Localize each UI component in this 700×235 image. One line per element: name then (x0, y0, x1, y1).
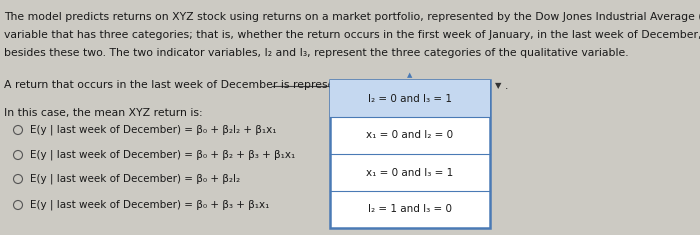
Text: besides these two. The two indicator variables, I₂ and I₃, represent the three c: besides these two. The two indicator var… (4, 48, 629, 58)
Bar (330, 80, 490, 117)
Bar (330, 80, 490, 228)
Text: x₁ = 0 and I₂ = 0: x₁ = 0 and I₂ = 0 (366, 130, 454, 141)
Text: ▲: ▲ (407, 72, 413, 78)
Text: In this case, the mean XYZ return is:: In this case, the mean XYZ return is: (4, 108, 202, 118)
Text: ▼: ▼ (495, 81, 501, 90)
Text: I₂ = 0 and I₃ = 1: I₂ = 0 and I₃ = 1 (368, 94, 452, 103)
Text: E(y | last week of December) = β₀ + β₂I₂ + β₁x₁: E(y | last week of December) = β₀ + β₂I₂… (30, 125, 277, 135)
Text: .: . (505, 81, 508, 91)
Text: The model predicts returns on XYZ stock using returns on a market portfolio, rep: The model predicts returns on XYZ stock … (4, 12, 700, 22)
Text: E(y | last week of December) = β₀ + β₂I₂: E(y | last week of December) = β₀ + β₂I₂ (30, 174, 240, 184)
Text: x₁ = 0 and I₃ = 1: x₁ = 0 and I₃ = 1 (366, 168, 454, 177)
Text: E(y | last week of December) = β₀ + β₂ + β₃ + β₁x₁: E(y | last week of December) = β₀ + β₂ +… (30, 150, 295, 160)
Text: A return that occurs in the last week of December is represented by: A return that occurs in the last week of… (4, 80, 376, 90)
Text: variable that has three categories; that is, whether the return occurs in the fi: variable that has three categories; that… (4, 30, 700, 40)
Text: E(y | last week of December) = β₀ + β₃ + β₁x₁: E(y | last week of December) = β₀ + β₃ +… (30, 200, 270, 210)
Text: I₂ = 1 and I₃ = 0: I₂ = 1 and I₃ = 0 (368, 204, 452, 215)
